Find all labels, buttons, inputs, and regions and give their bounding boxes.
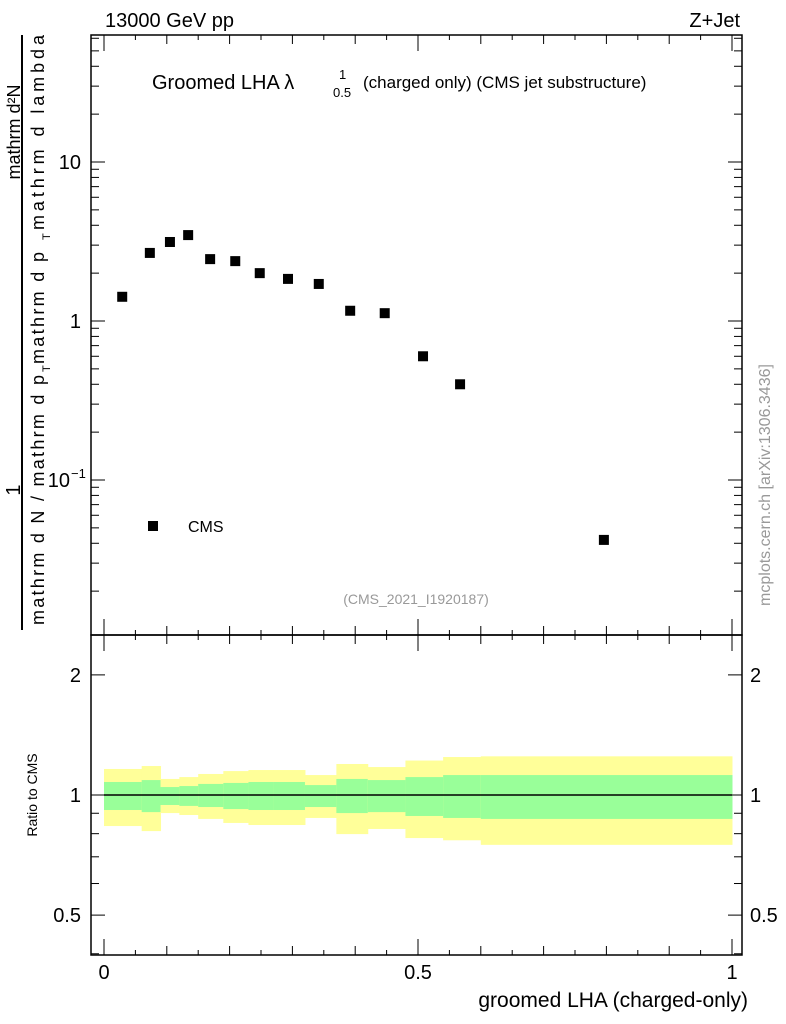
data-point [598,534,609,545]
y-tick-label: 10 [48,470,70,492]
ylabel-den2: mathrm d p [28,252,48,364]
data-point [379,308,390,319]
ylabel-sub2: T [41,233,53,240]
ylabel-num2: mathrm d²N [4,84,24,179]
header-right: Z+Jet [689,10,740,32]
legend-label-cms: CMS [188,519,224,536]
data-point [283,273,294,284]
x-tick-label: 0 [98,962,109,984]
stat-uncertainty-band [141,780,162,813]
plot-title: Groomed LHA λ [152,72,294,94]
axis-ticks [91,35,742,955]
stat-uncertainty-band [480,775,733,819]
y-tick-exponent: −1 [71,466,86,481]
ratio-y-tick-label-left: 1 [70,785,81,807]
stat-uncertainty-band [160,787,180,805]
ratio-y-tick-label-right: 0.5 [750,905,778,927]
top-panel-frame [90,34,743,636]
data-point [345,305,356,316]
y-tick-label: 1 [70,311,81,333]
x-tick-label: 0.5 [404,962,432,984]
header-left: 13000 GeV pp [105,10,234,32]
stat-uncertainty-band [223,782,249,810]
data-point [313,278,324,289]
stat-uncertainty-band [304,785,337,808]
ratio-ylabel: Ratio to CMS [24,753,40,836]
data-point [254,268,265,279]
stat-uncertainty-band [336,778,369,814]
x-axis-label: groomed LHA (charged-only) [478,989,748,1012]
y-tick-label: 10 [59,152,81,174]
data-point [183,230,194,241]
stat-uncertainty-band [443,775,482,818]
ratio-y-tick-label-right: 2 [750,665,761,687]
title-sub: 0.5 [333,85,351,100]
data-point [205,254,216,265]
data-point [418,351,429,362]
stat-uncertainty-band [248,781,275,811]
data-point [455,379,466,390]
stat-uncertainty-band [179,786,199,806]
y-axis-label: 1 mathrm d²N mathrm d N / mathrm d p T m… [3,34,53,630]
ratio-y-tick-label-left: 2 [70,665,81,687]
ylabel-num1: 1 [3,484,25,495]
x-tick-label: 1 [726,962,737,984]
stat-uncertainty-band [273,781,306,811]
legend-marker-cms [148,521,158,531]
title-sup: 1 [339,67,346,82]
data-point [117,291,128,302]
ylabel-sub1: T [41,365,53,372]
side-label: mcplots.cern.ch [arXiv:1306.3436] [757,364,774,606]
title-rest: (charged only) (CMS jet substructure) [363,73,646,92]
ratio-bands [104,756,733,845]
data-points [117,230,609,545]
ratio-panel-frame [90,634,743,956]
ratio-y-tick-label-left: 0.5 [53,905,81,927]
ratio-y-tick-label-right: 1 [750,785,761,807]
ylabel-den2b: mathrm d lambda [28,34,48,230]
stat-uncertainty-band [367,780,406,813]
stat-uncertainty-band [405,777,444,816]
analysis-watermark: (CMS_2021_I1920187) [343,591,489,607]
data-point [230,256,241,267]
ylabel-den1: mathrm d N / mathrm d p [28,375,48,625]
data-point [144,247,155,258]
data-point [164,236,175,247]
stat-uncertainty-band [104,781,143,811]
